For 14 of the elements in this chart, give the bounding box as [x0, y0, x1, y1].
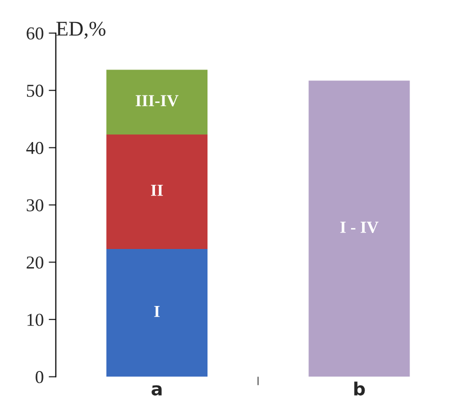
y-tick-label: 60: [26, 27, 44, 40]
x-tick-label: a: [152, 385, 162, 396]
series-label: II: [151, 184, 163, 196]
y-tick-label: 20: [26, 256, 44, 269]
y-tick-label: 10: [28, 314, 44, 326]
y-axis-title: ED,%: [56, 22, 106, 39]
series-label: I: [154, 306, 160, 317]
y-tick-label: 30: [26, 199, 44, 212]
y-tick-label: 40: [26, 142, 44, 154]
series-label: I - IV: [340, 222, 378, 233]
y-tick-label: 50: [26, 84, 44, 97]
series-label: III-IV: [136, 95, 179, 106]
x-tick-label: b: [354, 382, 365, 396]
y-tick-label: 0: [36, 370, 44, 384]
